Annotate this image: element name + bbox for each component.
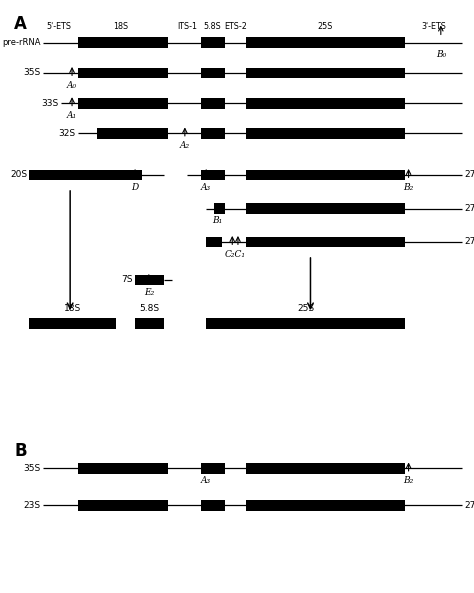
Text: 25S: 25S — [317, 23, 332, 31]
Text: 27SA₃: 27SA₃ — [465, 500, 474, 510]
Bar — [201, 98, 225, 109]
Text: B: B — [14, 442, 27, 460]
Bar — [246, 203, 405, 214]
Bar — [246, 500, 405, 511]
Bar — [78, 37, 168, 48]
Text: A₀: A₀ — [67, 81, 77, 90]
Text: A: A — [14, 15, 27, 33]
Bar — [135, 275, 164, 285]
Bar — [97, 128, 168, 139]
Bar — [246, 463, 405, 474]
Bar — [246, 237, 405, 247]
Text: 5.8S: 5.8S — [203, 23, 221, 31]
Text: A₃: A₃ — [201, 183, 211, 192]
Text: 27SA₃: 27SA₃ — [465, 204, 474, 213]
Bar — [78, 500, 168, 511]
Text: 35S: 35S — [23, 68, 40, 78]
Text: 18S: 18S — [113, 23, 128, 31]
Bar — [29, 170, 142, 180]
Text: 5.8S: 5.8S — [139, 304, 159, 313]
Bar — [78, 463, 168, 474]
Bar — [246, 128, 405, 139]
Text: B₀: B₀ — [436, 50, 446, 59]
Text: 27SA₂: 27SA₂ — [465, 170, 474, 180]
Bar — [246, 98, 405, 109]
Text: 7S: 7S — [121, 275, 133, 285]
Text: 20S: 20S — [10, 170, 27, 180]
Bar — [135, 318, 164, 329]
Text: ITS-1: ITS-1 — [177, 23, 197, 31]
Text: D: D — [131, 183, 139, 192]
Text: 32S: 32S — [59, 129, 76, 138]
Text: 27SB: 27SB — [465, 237, 474, 247]
Text: 35S: 35S — [23, 464, 40, 473]
Bar — [201, 500, 225, 511]
Bar — [206, 237, 222, 247]
Text: 33S: 33S — [41, 98, 58, 108]
Bar — [201, 463, 225, 474]
Bar — [214, 203, 225, 214]
Text: C₂C₁: C₂C₁ — [225, 250, 246, 259]
Text: B₁: B₁ — [212, 216, 222, 225]
Bar — [201, 37, 225, 48]
Bar — [246, 170, 405, 180]
Text: 23S: 23S — [23, 500, 40, 510]
Text: pre-rRNA: pre-rRNA — [2, 38, 40, 47]
Text: ETS-2: ETS-2 — [225, 23, 247, 31]
Text: A₃: A₃ — [201, 476, 211, 485]
Text: 25S: 25S — [297, 304, 314, 313]
Bar — [78, 68, 168, 78]
Bar — [246, 37, 405, 48]
Bar — [246, 68, 405, 78]
Bar — [206, 318, 405, 329]
Text: 3'-ETS: 3'-ETS — [421, 23, 446, 31]
Bar — [201, 128, 225, 139]
Bar — [78, 98, 168, 109]
Text: 5'-ETS: 5'-ETS — [47, 23, 72, 31]
Text: E₂: E₂ — [144, 288, 154, 296]
Bar — [201, 68, 225, 78]
Text: A₁: A₁ — [67, 111, 77, 120]
Text: B₂: B₂ — [403, 183, 414, 192]
Text: B₂: B₂ — [403, 476, 414, 485]
Text: 18S: 18S — [64, 304, 82, 313]
Bar — [29, 318, 116, 329]
Text: A₂: A₂ — [180, 141, 190, 150]
Bar — [201, 170, 225, 180]
